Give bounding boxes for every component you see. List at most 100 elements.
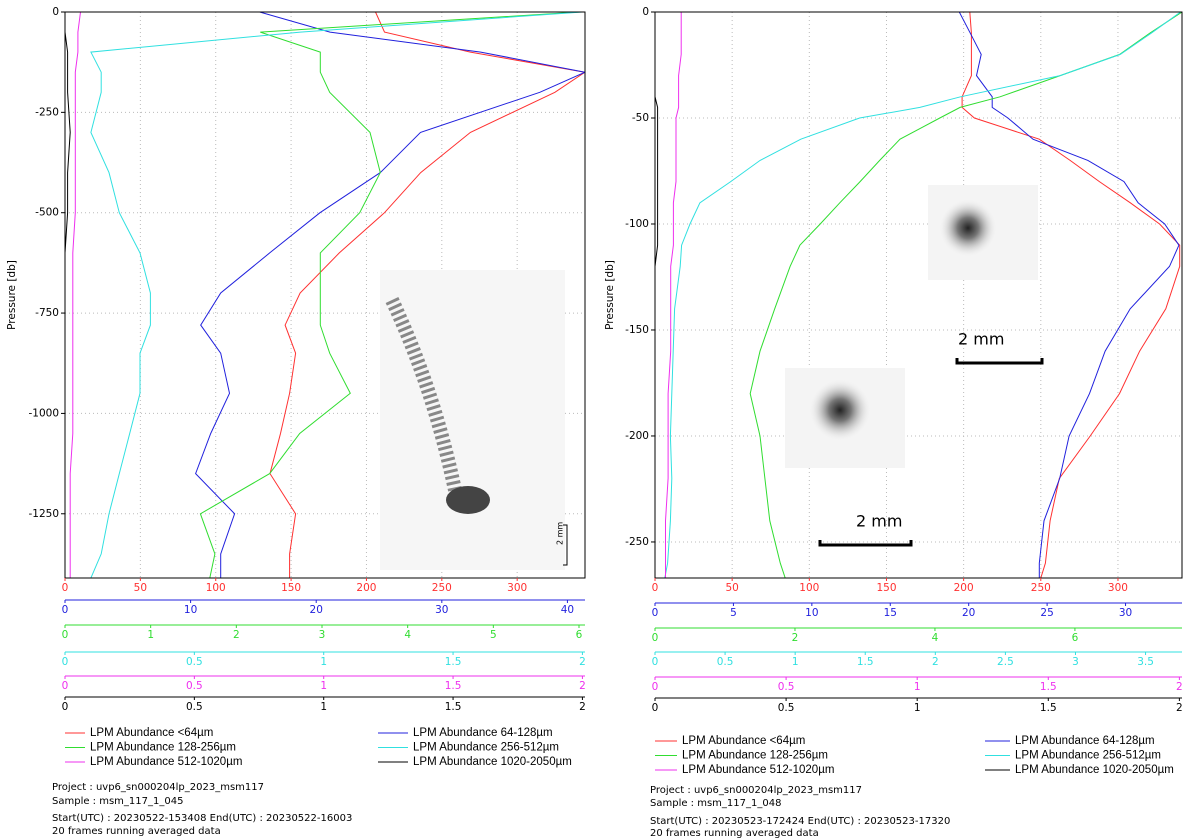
scale-label: 2 mm — [556, 522, 565, 545]
screen: 0-250-500-750-1000-1250Pressure [db]0501… — [0, 0, 1195, 840]
profile-line — [665, 12, 1181, 578]
info-text: Project : uvp6_sn000204lp_2023_msm117 — [52, 782, 264, 793]
x-tick-label: 0 — [652, 607, 659, 619]
legend-label: LPM Abundance 128-256µm — [682, 750, 828, 762]
x-tick-label: 20 — [310, 604, 323, 616]
info-text: Start(UTC) : 20230522-153408 End(UTC) : … — [52, 813, 352, 824]
x-tick-label: 100 — [206, 582, 226, 594]
x-tick-label: 100 — [799, 582, 819, 594]
x-tick-label: 2 — [792, 632, 799, 644]
legend-label: LPM Abundance <64µm — [682, 735, 805, 747]
y-tick-label: -250 — [35, 106, 59, 118]
x-tick-label: 0.5 — [778, 681, 795, 693]
x-tick-label: 0.5 — [186, 656, 203, 668]
y-tick-label: 0 — [642, 6, 649, 18]
info-text: Start(UTC) : 20230523-172424 End(UTC) : … — [650, 816, 950, 827]
legend-label: LPM Abundance 64-128µm — [413, 727, 553, 739]
x-tick-label: 0 — [62, 604, 69, 616]
x-tick-label: 2.5 — [997, 656, 1014, 668]
y-tick-label: -250 — [625, 536, 649, 548]
legend-label: LPM Abundance 256-512µm — [413, 742, 559, 754]
x-tick-label: 200 — [954, 582, 974, 594]
x-tick-label: 0.5 — [717, 656, 734, 668]
specimen-images — [380, 185, 1042, 570]
profile-line — [65, 12, 70, 578]
x-tick-label: 50 — [134, 582, 147, 594]
x-tick-label: 0.5 — [186, 680, 203, 692]
profile-line — [750, 12, 1182, 578]
x-tick-label: 1 — [914, 702, 921, 714]
x-tick-label: 2 — [579, 701, 586, 713]
x-tick-label: 0 — [62, 629, 69, 641]
x-tick-label: 150 — [281, 582, 301, 594]
x-tick-label: 300 — [1108, 582, 1128, 594]
x-tick-label: 0.5 — [778, 702, 795, 714]
x-tick-label: 30 — [1119, 607, 1132, 619]
x-tick-label: 10 — [805, 607, 818, 619]
info-text: Sample : msm_117_1_048 — [650, 798, 781, 809]
y-tick-label: -200 — [625, 430, 649, 442]
x-tick-label: 1.5 — [445, 701, 462, 713]
x-tick-label: 1.5 — [445, 656, 462, 668]
x-tick-label: 40 — [561, 604, 574, 616]
x-tick-label: 5 — [730, 607, 737, 619]
x-tick-label: 3 — [319, 629, 326, 641]
profile-line — [70, 12, 80, 578]
specimen — [938, 198, 998, 258]
x-tick-label: 4 — [932, 632, 939, 644]
y-tick-label: 0 — [52, 6, 59, 18]
legend-label: LPM Abundance 128-256µm — [90, 742, 236, 754]
scale-label: 2 mm — [958, 330, 1004, 349]
y-tick-label: -50 — [632, 112, 649, 124]
x-tick-label: 1 — [147, 629, 154, 641]
legend-label: LPM Abundance 1020-2050µm — [413, 756, 572, 768]
y-tick-label: -750 — [35, 307, 59, 319]
x-tick-label: 3 — [1072, 656, 1079, 668]
x-tick-label: 0.5 — [186, 701, 203, 713]
y-tick-label: -1000 — [28, 407, 59, 419]
x-tick-label: 0 — [62, 701, 69, 713]
x-tick-label: 2 — [579, 680, 586, 692]
profile-line — [666, 12, 682, 578]
x-tick-label: 300 — [507, 582, 527, 594]
x-tick-label: 30 — [435, 604, 448, 616]
x-tick-label: 25 — [1040, 607, 1053, 619]
y-axis-label: Pressure [db] — [604, 260, 616, 330]
info-text: 20 frames running averaged data — [650, 828, 819, 839]
legend-label: LPM Abundance 64-128µm — [1015, 735, 1155, 747]
x-tick-label: 2 — [1176, 681, 1183, 693]
legend-label: LPM Abundance 1020-2050µm — [1015, 764, 1174, 776]
x-tick-label: 0 — [652, 702, 659, 714]
scale-bar — [957, 358, 1042, 363]
legend-label: LPM Abundance 512-1020µm — [90, 756, 242, 768]
x-tick-label: 15 — [884, 607, 897, 619]
x-tick-label: 150 — [876, 582, 896, 594]
x-tick-label: 0 — [62, 582, 69, 594]
x-tick-label: 1 — [792, 656, 799, 668]
scale-label: 2 mm — [856, 512, 902, 531]
y-tick-label: -100 — [625, 218, 649, 230]
x-tick-label: 1 — [320, 701, 327, 713]
x-tick-label: 250 — [432, 582, 452, 594]
y-tick-label: -150 — [625, 324, 649, 336]
x-tick-label: 6 — [1072, 632, 1079, 644]
x-tick-label: 4 — [404, 629, 411, 641]
scale-bar — [820, 540, 911, 545]
plot-frame — [655, 12, 1182, 578]
x-tick-label: 2 — [932, 656, 939, 668]
x-tick-label: 0 — [652, 681, 659, 693]
x-tick-label: 10 — [184, 604, 197, 616]
x-tick-label: 1 — [320, 680, 327, 692]
x-tick-label: 1.5 — [857, 656, 874, 668]
x-tick-label: 20 — [962, 607, 975, 619]
x-tick-label: 5 — [490, 629, 497, 641]
x-tick-label: 1.5 — [1040, 702, 1057, 714]
legend-label: LPM Abundance 256-512µm — [1015, 750, 1161, 762]
specimen-head — [446, 486, 490, 514]
x-tick-label: 250 — [1031, 582, 1051, 594]
x-tick-label: 2 — [233, 629, 240, 641]
x-tick-label: 2 — [579, 656, 586, 668]
legend-label: LPM Abundance <64µm — [90, 727, 213, 739]
photo-frame — [380, 270, 565, 570]
x-tick-label: 200 — [356, 582, 376, 594]
